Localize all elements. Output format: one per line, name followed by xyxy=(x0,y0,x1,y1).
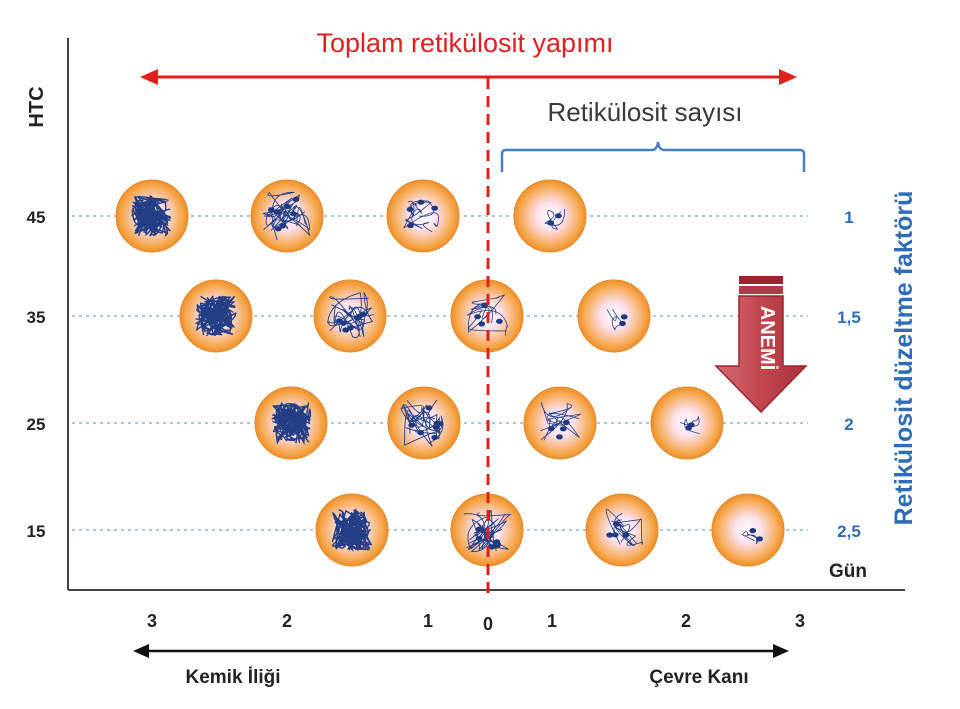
reticulocyte-cell-sparse xyxy=(523,386,597,460)
reticulocyte-cell-trace xyxy=(650,386,724,460)
total-production-arrow xyxy=(140,69,797,85)
count-bracket xyxy=(500,141,806,172)
day-tick-label: 3 xyxy=(147,611,157,631)
bone-marrow-label: Kemik İliği xyxy=(185,667,280,688)
correction-factor-label: 2 xyxy=(844,415,853,434)
reticulocyte-cell-trace xyxy=(513,179,587,253)
day-label: Gün xyxy=(829,561,867,582)
reticulocyte-cell-sparse xyxy=(386,179,460,253)
htc-tick-label: 35 xyxy=(27,308,46,327)
reticulocyte-cell-medium xyxy=(387,386,461,460)
anemia-label: ANEMİ xyxy=(756,306,779,370)
day-tick-label: 1 xyxy=(547,611,557,631)
correction-factor-label: 1 xyxy=(844,208,853,227)
htc-guide-lines xyxy=(72,215,808,531)
cell-grid xyxy=(115,179,785,567)
reticulocyte-cell-medium xyxy=(313,279,387,353)
correction-factor-label: 2,5 xyxy=(837,522,861,541)
reticulocyte-count-label: Retikülosit sayısı xyxy=(547,97,742,127)
htc-tick-label: 25 xyxy=(27,415,46,434)
reticulocyte-cell-dense xyxy=(315,493,389,567)
day-ticks: 3 2 1 0 1 2 3 xyxy=(147,611,805,634)
peripheral-blood-label: Çevre Kanı xyxy=(649,667,748,688)
day-tick-label: 1 xyxy=(423,611,433,631)
bottom-direction-arrow xyxy=(133,644,789,658)
htc-ticks: 45 35 25 15 xyxy=(27,208,46,541)
reticulocyte-cell-sparse xyxy=(585,493,659,567)
htc-tick-label: 45 xyxy=(27,208,46,227)
day-tick-label: 2 xyxy=(681,611,691,631)
diagram-title: Toplam retikülosit yapımı xyxy=(316,28,613,58)
correction-factor-label: 1,5 xyxy=(837,308,861,327)
reticulocyte-cell-dense xyxy=(179,279,253,353)
reticulocyte-cell-trace xyxy=(711,493,785,567)
htc-tick-label: 15 xyxy=(27,522,46,541)
day-tick-label: 2 xyxy=(282,611,292,631)
y-axis-label: HTC xyxy=(26,86,48,127)
day-tick-label: 0 xyxy=(483,614,493,634)
day-tick-label: 3 xyxy=(795,611,805,631)
reticulocyte-cell-dense xyxy=(254,386,328,460)
correction-factor-values: 1 1,5 2 2,5 xyxy=(837,208,861,541)
right-axis-label: Retikülosit düzeltme faktörü xyxy=(890,191,918,526)
reticulocyte-cell-medium xyxy=(250,179,324,253)
reticulocyte-cell-trace xyxy=(577,279,651,353)
reticulocyte-cell-dense xyxy=(115,179,189,253)
anemia-arrow: ANEMİ xyxy=(714,276,808,414)
